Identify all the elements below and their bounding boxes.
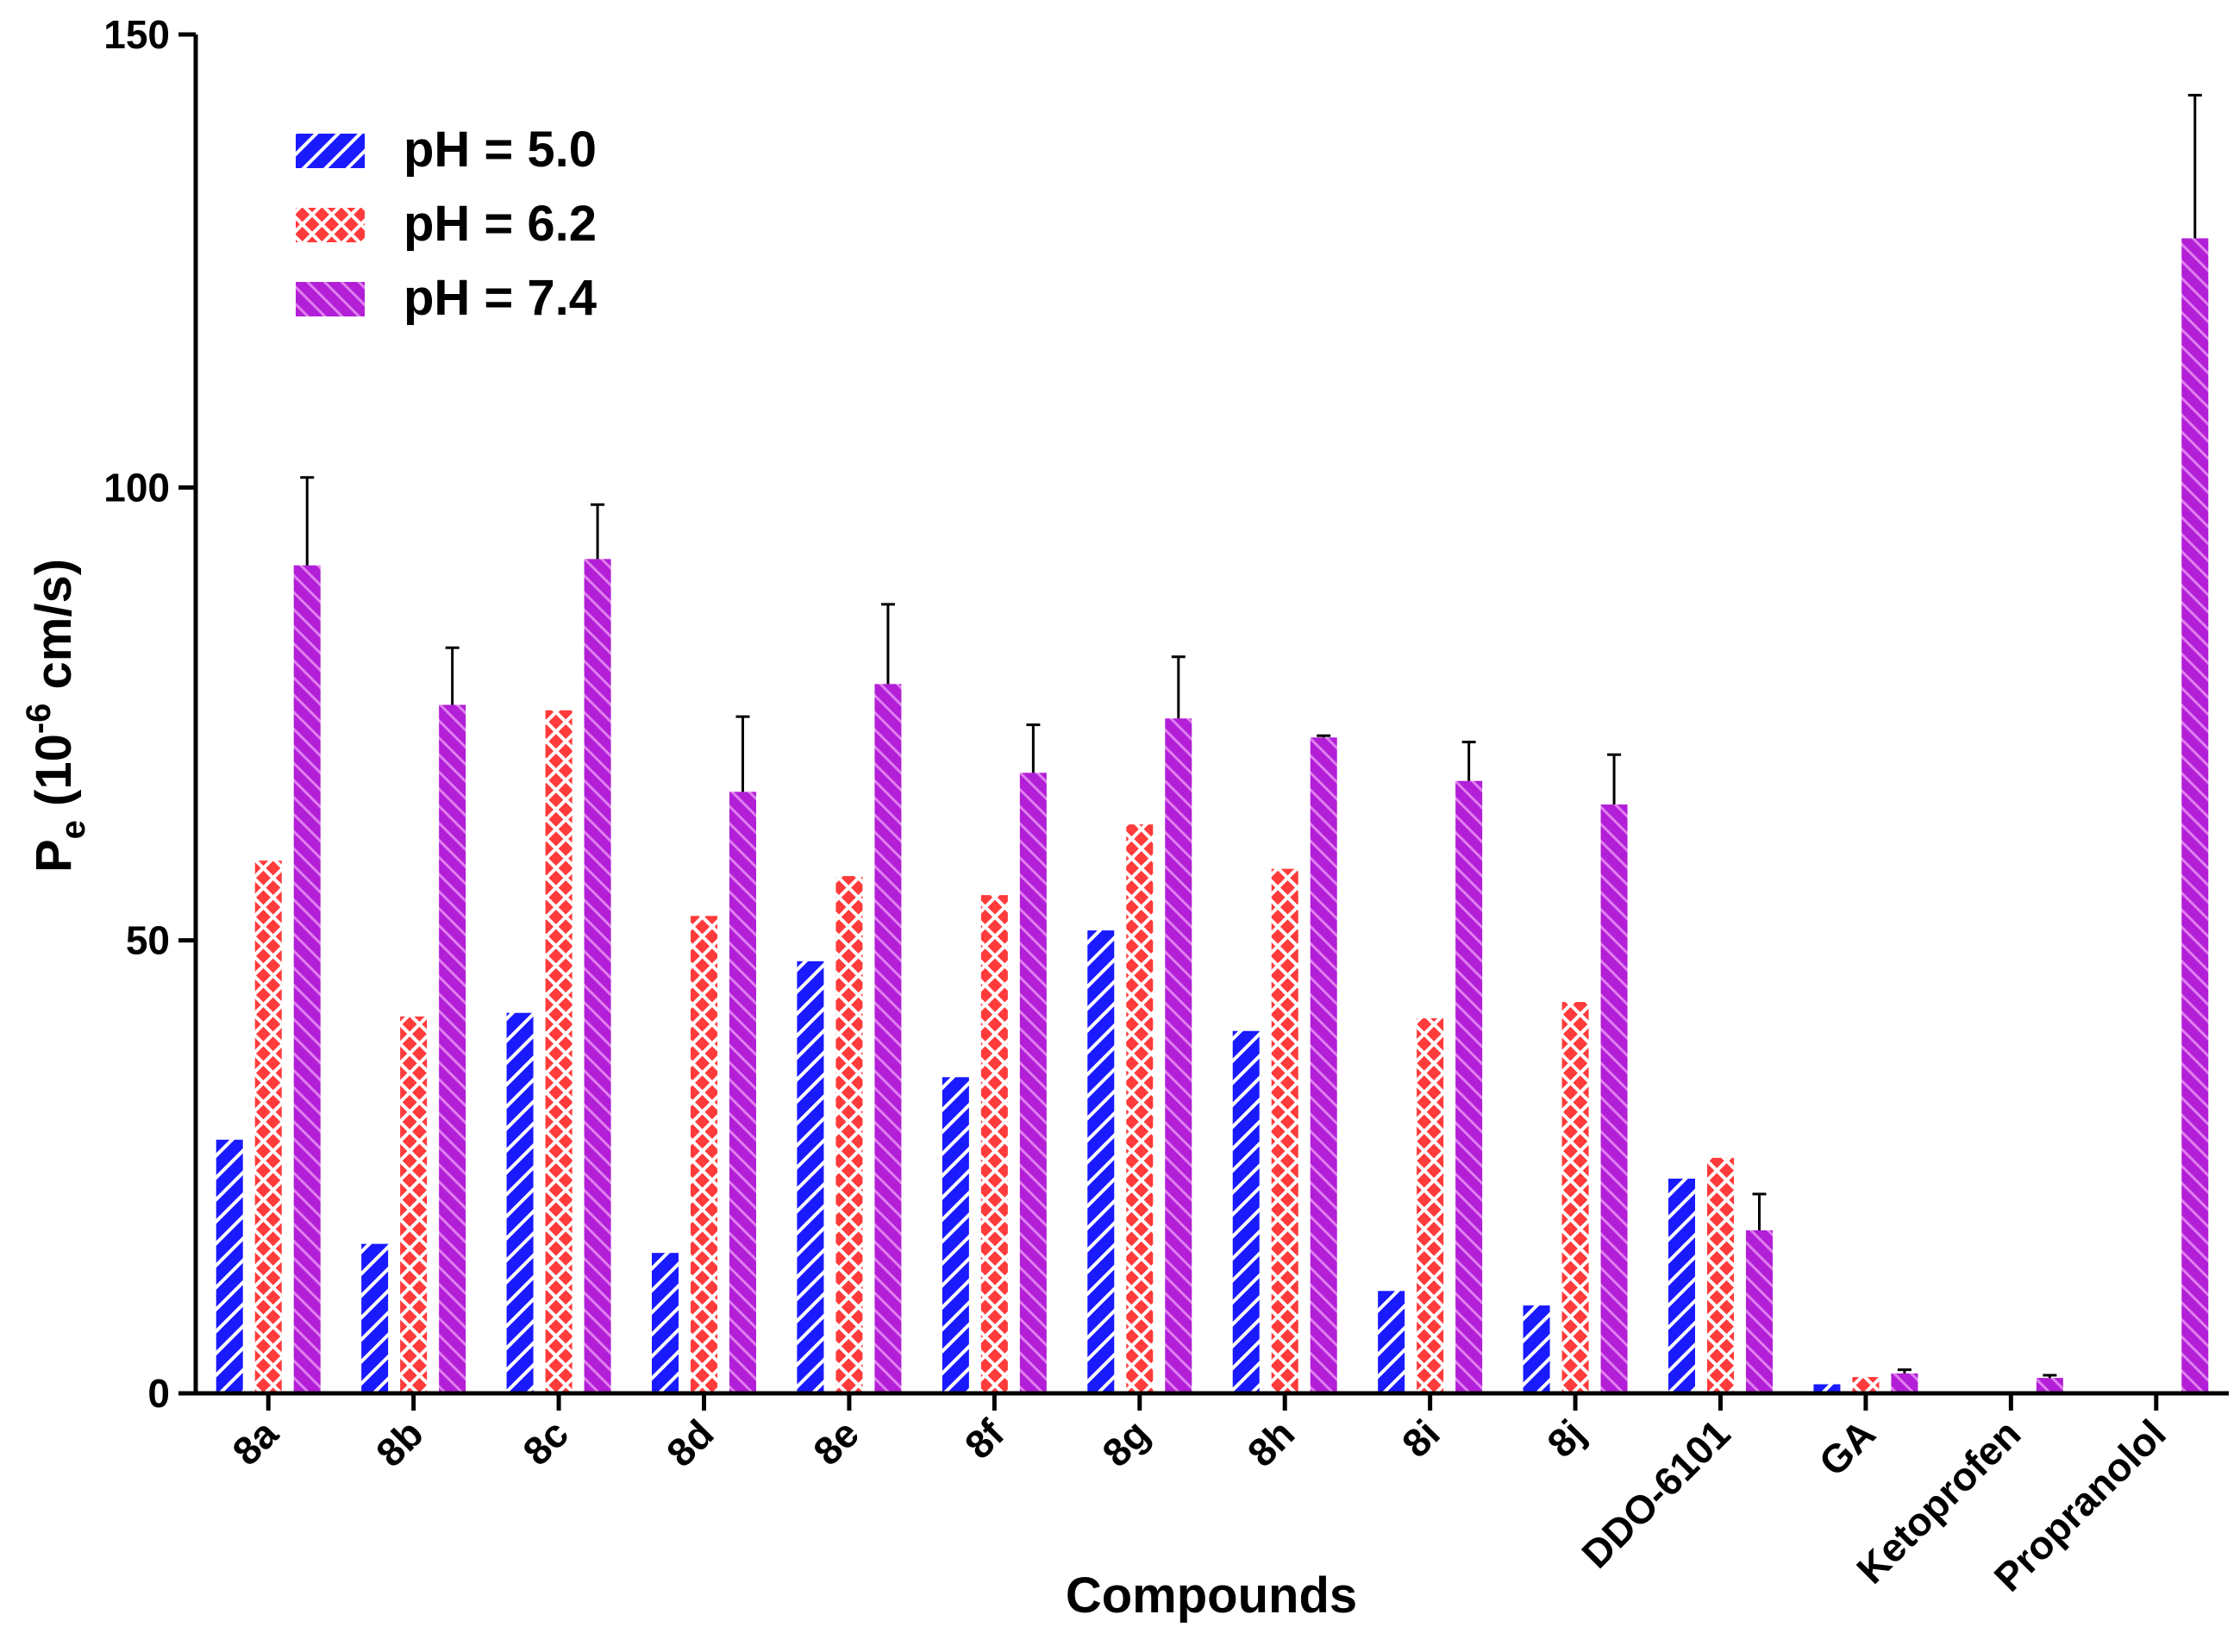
bar — [1668, 1178, 1695, 1393]
bar — [216, 1139, 243, 1393]
legend-swatch — [296, 134, 365, 168]
x-tick-label: 8d — [658, 1411, 723, 1475]
x-tick-label: 8j — [1538, 1411, 1593, 1466]
x-tick-label: 8c — [514, 1411, 577, 1474]
x-tick-label: 8i — [1393, 1411, 1448, 1466]
y-axis-title-post: cm/s) — [26, 559, 82, 704]
bar — [1310, 737, 1337, 1393]
y-tick-label: 50 — [126, 918, 170, 963]
bar — [1019, 773, 1047, 1393]
x-tick-label: 8b — [367, 1411, 432, 1475]
legend-label: pH = 5.0 — [404, 122, 597, 178]
y-tick-label: 0 — [147, 1371, 170, 1416]
bar — [1852, 1377, 1880, 1393]
x-tick-label: 8e — [804, 1411, 867, 1474]
y-axis-title-pre: (10 — [26, 734, 82, 820]
bar — [1126, 824, 1154, 1393]
y-axis-title-sup: -6 — [20, 704, 58, 735]
bar — [1232, 1030, 1260, 1393]
bar — [545, 710, 573, 1393]
bar — [1600, 804, 1628, 1393]
x-tick-label: 8h — [1239, 1411, 1304, 1475]
y-axis-title: Pe (10-6 cm/s) — [20, 559, 92, 873]
bar — [293, 565, 321, 1393]
x-tick-label: 8f — [956, 1411, 1013, 1467]
bar — [797, 961, 824, 1393]
legend-label: pH = 6.2 — [404, 196, 597, 252]
axes-layer — [193, 34, 2229, 1396]
bar — [1707, 1157, 1734, 1393]
bar — [1455, 780, 1483, 1393]
bar — [2036, 1378, 2063, 1393]
bar — [942, 1077, 969, 1393]
y-ticks-layer: 0 50 100 150 — [103, 12, 196, 1416]
bar — [254, 860, 282, 1393]
bar — [1561, 1002, 1589, 1393]
error-bars-layer — [300, 93, 2202, 1379]
bars-layer — [216, 238, 2209, 1393]
bar — [584, 559, 611, 1393]
bar — [1417, 1018, 1444, 1393]
x-tick-label: GA — [1810, 1411, 1884, 1485]
y-axis-title-main: P — [26, 839, 82, 873]
bar — [506, 1012, 534, 1393]
bar — [691, 916, 717, 1393]
legend-swatch — [296, 208, 365, 242]
bar — [1271, 868, 1298, 1393]
legend: pH = 5.0 pH = 6.2 pH = 7.4 — [296, 122, 597, 326]
bar — [400, 1016, 428, 1393]
x-tick-label: 8g — [1093, 1411, 1158, 1475]
bar — [1378, 1291, 1405, 1393]
y-axis-title-sub: e — [54, 820, 92, 839]
y-tick-label: 150 — [103, 12, 170, 57]
bar — [1523, 1305, 1550, 1393]
bar — [729, 792, 756, 1393]
bar — [1746, 1230, 1773, 1393]
bar — [1165, 718, 1192, 1393]
legend-swatch — [296, 282, 365, 316]
bar — [1813, 1384, 1841, 1393]
bar — [1891, 1373, 1918, 1393]
bar — [874, 684, 902, 1393]
x-tick-label: DDO-6101 — [1573, 1411, 1738, 1576]
legend-label: pH = 7.4 — [404, 270, 597, 326]
x-axis-title: Compounds — [1066, 1568, 1357, 1624]
bar — [652, 1253, 679, 1393]
bar — [980, 895, 1008, 1393]
x-tick-label: 8a — [223, 1411, 286, 1474]
y-tick-label: 100 — [103, 465, 170, 510]
bar — [439, 704, 466, 1393]
bar — [361, 1243, 389, 1393]
bar — [2181, 238, 2209, 1393]
bar — [1087, 930, 1115, 1393]
bar — [835, 876, 863, 1393]
